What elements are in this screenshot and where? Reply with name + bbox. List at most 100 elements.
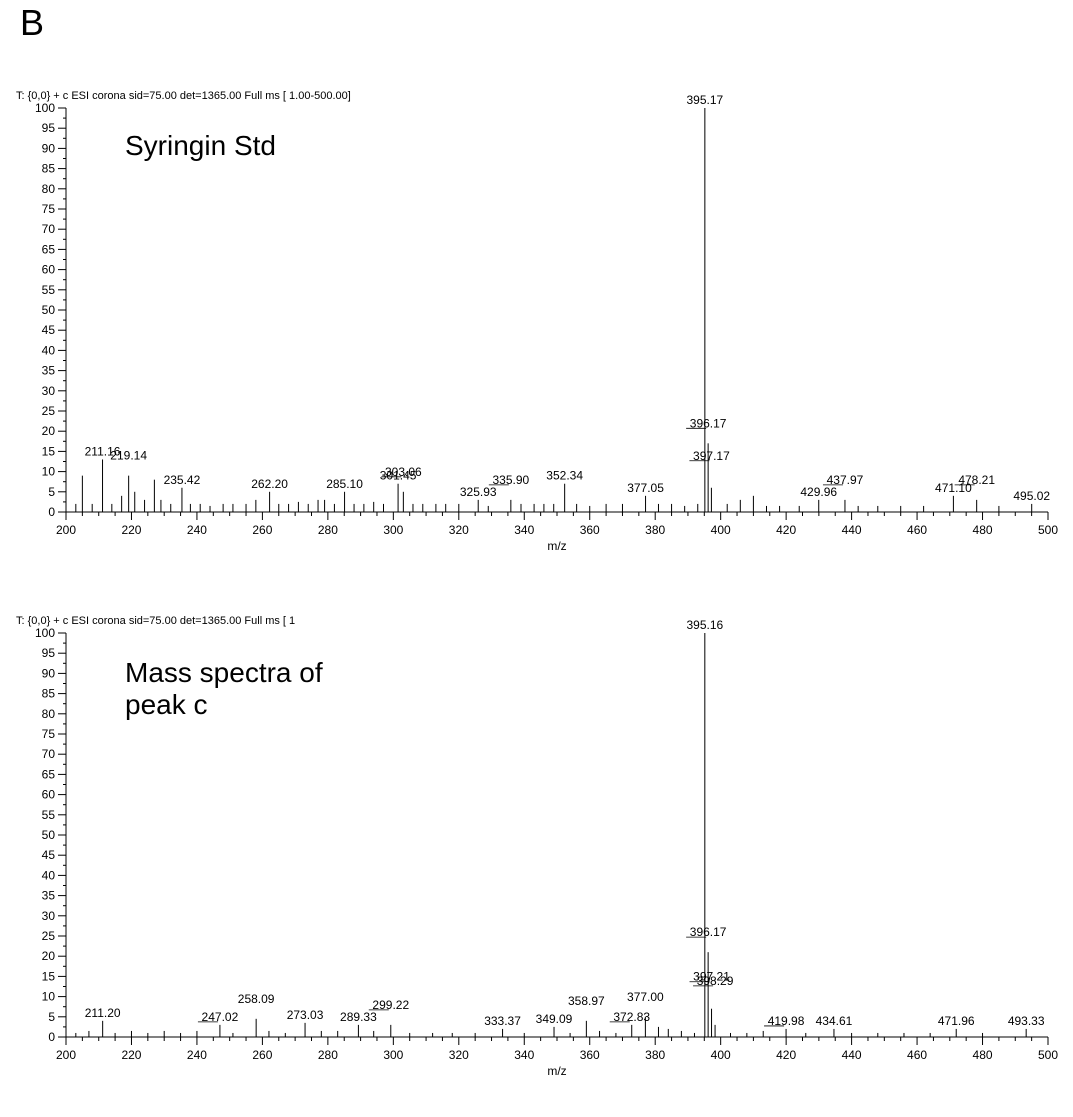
spectrum-peak-c: T: {0,0} + c ESI corona sid=75.00 det=13… — [10, 615, 1060, 1095]
peak-label: 333.37 — [484, 1014, 521, 1028]
svg-text:45: 45 — [42, 848, 56, 862]
svg-text:320: 320 — [449, 1048, 469, 1062]
svg-text:45: 45 — [42, 323, 56, 337]
svg-text:240: 240 — [187, 523, 207, 537]
svg-text:380: 380 — [645, 523, 665, 537]
svg-text:360: 360 — [580, 1048, 600, 1062]
svg-text:340: 340 — [514, 523, 534, 537]
svg-text:100: 100 — [35, 101, 55, 115]
plot-title: Mass spectra ofpeak c — [125, 657, 323, 721]
svg-text:240: 240 — [187, 1048, 207, 1062]
svg-text:85: 85 — [42, 687, 56, 701]
svg-text:380: 380 — [645, 1048, 665, 1062]
svg-text:55: 55 — [42, 283, 56, 297]
svg-text:5: 5 — [48, 1010, 55, 1024]
peak-label: 434.61 — [816, 1014, 853, 1028]
peak-label: 219.14 — [110, 449, 147, 463]
svg-text:100: 100 — [35, 626, 55, 640]
page: B T: {0,0} + c ESI corona sid=75.00 det=… — [0, 0, 1073, 1117]
svg-text:340: 340 — [514, 1048, 534, 1062]
svg-text:75: 75 — [42, 202, 56, 216]
peak-label: 352.34 — [546, 469, 583, 483]
peak-label: 285.10 — [326, 477, 363, 491]
svg-text:460: 460 — [907, 1048, 927, 1062]
svg-text:35: 35 — [42, 889, 56, 903]
svg-text:25: 25 — [42, 929, 56, 943]
svg-text:200: 200 — [56, 523, 76, 537]
x-axis-label: m/z — [547, 539, 566, 553]
svg-text:460: 460 — [907, 523, 927, 537]
peak-label: 493.33 — [1008, 1014, 1045, 1028]
meta-line: T: {0,0} + c ESI corona sid=75.00 det=13… — [16, 615, 295, 627]
svg-text:360: 360 — [580, 523, 600, 537]
svg-text:60: 60 — [42, 263, 56, 277]
svg-text:440: 440 — [842, 1048, 862, 1062]
svg-text:0: 0 — [48, 505, 55, 519]
svg-text:480: 480 — [973, 1048, 993, 1062]
svg-text:220: 220 — [121, 523, 141, 537]
peak-label: 429.96 — [800, 485, 837, 499]
svg-text:85: 85 — [42, 162, 56, 176]
svg-text:280: 280 — [318, 1048, 338, 1062]
svg-text:260: 260 — [252, 1048, 272, 1062]
svg-text:40: 40 — [42, 343, 56, 357]
peak-label: 377.00 — [627, 990, 664, 1004]
svg-text:480: 480 — [973, 523, 993, 537]
svg-text:30: 30 — [42, 384, 56, 398]
svg-text:5: 5 — [48, 485, 55, 499]
svg-text:15: 15 — [42, 444, 56, 458]
svg-text:500: 500 — [1038, 523, 1058, 537]
svg-text:65: 65 — [42, 242, 56, 256]
svg-text:90: 90 — [42, 666, 56, 680]
svg-text:70: 70 — [42, 222, 56, 236]
svg-text:25: 25 — [42, 404, 56, 418]
svg-text:55: 55 — [42, 808, 56, 822]
svg-text:300: 300 — [383, 1048, 403, 1062]
peak-label: 211.20 — [85, 1006, 121, 1020]
peak-label: 262.20 — [251, 477, 288, 491]
svg-text:70: 70 — [42, 747, 56, 761]
peak-label: 395.16 — [686, 618, 723, 632]
spectrum-syringin-std: T: {0,0} + c ESI corona sid=75.00 det=13… — [10, 90, 1060, 570]
peak-label: 235.42 — [164, 473, 201, 487]
svg-text:260: 260 — [252, 523, 272, 537]
svg-text:220: 220 — [121, 1048, 141, 1062]
svg-text:20: 20 — [42, 424, 56, 438]
svg-text:90: 90 — [42, 141, 56, 155]
panel-label: B — [20, 2, 44, 44]
svg-text:40: 40 — [42, 868, 56, 882]
peak-label: 377.05 — [627, 481, 664, 495]
svg-text:400: 400 — [711, 523, 731, 537]
svg-text:15: 15 — [42, 969, 56, 983]
svg-text:400: 400 — [711, 1048, 731, 1062]
svg-text:75: 75 — [42, 727, 56, 741]
svg-text:10: 10 — [42, 465, 56, 479]
peak-label: 325.93 — [460, 485, 497, 499]
svg-text:50: 50 — [42, 828, 56, 842]
svg-text:50: 50 — [42, 303, 56, 317]
plot-title: Syringin Std — [125, 130, 276, 162]
peak-label: 358.97 — [568, 994, 605, 1008]
svg-text:10: 10 — [42, 990, 56, 1004]
svg-text:420: 420 — [776, 1048, 796, 1062]
peak-label: 349.09 — [536, 1012, 573, 1026]
svg-text:95: 95 — [42, 121, 56, 135]
svg-text:30: 30 — [42, 909, 56, 923]
svg-text:280: 280 — [318, 523, 338, 537]
svg-text:0: 0 — [48, 1030, 55, 1044]
svg-text:320: 320 — [449, 523, 469, 537]
svg-text:80: 80 — [42, 182, 56, 196]
peak-label: 471.96 — [938, 1014, 975, 1028]
peak-label: 395.17 — [687, 93, 724, 107]
svg-text:80: 80 — [42, 707, 56, 721]
svg-text:20: 20 — [42, 949, 56, 963]
peak-label: 495.02 — [1013, 489, 1050, 503]
peak-label: 258.09 — [238, 992, 275, 1006]
meta-line: T: {0,0} + c ESI corona sid=75.00 det=13… — [16, 90, 351, 102]
svg-text:60: 60 — [42, 788, 56, 802]
svg-text:200: 200 — [56, 1048, 76, 1062]
peak-label: 273.03 — [287, 1008, 324, 1022]
svg-text:500: 500 — [1038, 1048, 1058, 1062]
svg-text:95: 95 — [42, 646, 56, 660]
x-axis-label: m/z — [547, 1064, 566, 1078]
